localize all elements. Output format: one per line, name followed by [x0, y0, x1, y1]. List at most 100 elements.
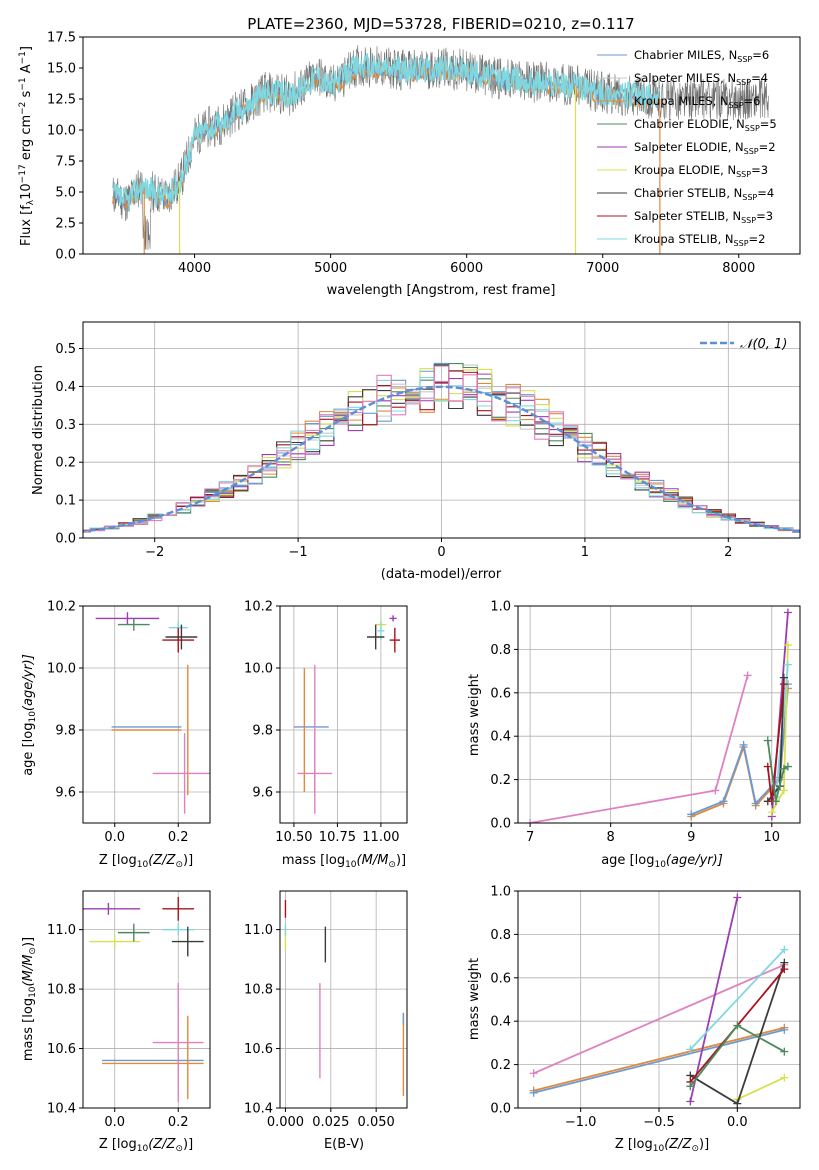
y-tick-label: 10.6 [244, 1042, 273, 1057]
y-tick-label: 0.8 [490, 643, 511, 658]
mass-weight-vs-z-panel: −1.0 −0.5 0.0 0.0 0.2 0.4 0.6 0.8 1.0 [490, 885, 801, 1130]
axes-frame [82, 605, 211, 824]
x-tick-label: 0.2 [168, 830, 189, 845]
series-marker [779, 786, 788, 795]
legend-label: Salpeter ELODIE, NSSP=2 [634, 140, 776, 156]
histogram-series [83, 377, 800, 532]
series-marker [686, 1045, 695, 1054]
histogram-panel: −2 −1 0 1 2 0.0 0.1 0.2 0.3 0.4 0.5 (data-model)/e… [31, 321, 801, 582]
series-marker [780, 965, 789, 974]
histogram-ylabel: Normed distribution [31, 365, 46, 495]
series-marker [733, 893, 742, 902]
plot-area [83, 896, 204, 1103]
legend-name: Kroupa ELODIE, N [634, 163, 736, 177]
legend-name: Salpeter STELIB, N [634, 209, 741, 223]
series-marker [783, 660, 792, 669]
spectrum-series [112, 63, 660, 211]
series-marker [780, 1073, 789, 1082]
series-marker [686, 1097, 695, 1106]
legend-tail: =4 [757, 186, 774, 200]
series-marker [529, 1069, 538, 1078]
legend-tail: =5 [760, 117, 777, 131]
series-line [689, 948, 785, 1051]
plot-area [293, 615, 401, 814]
series-marker [719, 797, 728, 806]
x-tick-label: 10 [764, 830, 781, 845]
series-marker [526, 819, 535, 823]
legend-sub: SSP [742, 193, 757, 202]
legend-name: Chabrier STELIB, N [634, 186, 742, 200]
series-marker [687, 810, 696, 819]
axes-frame [82, 890, 211, 1109]
mw-age-ylabel: mass weight [467, 674, 482, 756]
x-tick-label: 0.0 [104, 1115, 125, 1130]
legend-sub: SSP [745, 124, 760, 133]
legend-label: Kroupa MILES, NSSP=6 [634, 94, 760, 110]
mass-vs-z-panel: 0.0 0.2 10.4 10.6 10.8 11.0 [47, 890, 211, 1130]
y-tick-label: 0.0 [490, 1102, 511, 1117]
y-tick-label: 9.8 [252, 724, 273, 739]
y-tick-label: 10.0 [47, 124, 76, 139]
age-vs-z-panel: 0.0 0.2 9.6 9.8 10.0 10.2 [47, 600, 211, 845]
age-mass-xlabel: mass [log10(M/M⊙)] [282, 853, 406, 870]
series-marker [529, 1088, 538, 1097]
series-marker [783, 641, 792, 650]
x-tick-label: 0.000 [267, 1115, 304, 1130]
legend-sub: SSP [736, 78, 751, 87]
legend-tail: =2 [749, 232, 766, 246]
y-tick-label: 2.5 [55, 217, 76, 232]
plot-area [529, 893, 789, 1108]
y-tick-label: 0.2 [490, 773, 511, 788]
age-z-ylabel: age [log10(age/yr)] [21, 654, 38, 776]
legend-tail: =3 [751, 163, 768, 177]
series-marker [733, 1099, 742, 1108]
x-tick-label: 10.75 [319, 830, 356, 845]
series-marker [751, 799, 760, 808]
y-tick-label: 0.3 [55, 418, 76, 433]
legend-sub: SSP [737, 55, 752, 64]
y-tick-label: 0.8 [490, 928, 511, 943]
legend-sub: SSP [729, 101, 744, 110]
x-tick-label: 8000 [722, 261, 755, 276]
spectrum-panel: 4000 5000 6000 7000 8000 0.0 2.5 5.0 7.5 10.0 12.5… [18, 31, 801, 298]
axes-frame [279, 890, 408, 1109]
x-tick-label: 0.025 [312, 1115, 349, 1130]
y-tick-label: 10.4 [244, 1102, 273, 1117]
spectrum-series [112, 52, 661, 212]
y-tick-label: 9.8 [55, 724, 76, 739]
spectrum-plot-area [112, 44, 769, 254]
x-tick-label: −1 [289, 545, 308, 560]
x-tick-label: 11.00 [362, 830, 399, 845]
mass-z-ylabel: mass [log10(M/M⊙)] [21, 937, 38, 1061]
series-marker [779, 764, 788, 773]
y-tick-label: 10.0 [47, 662, 76, 677]
y-tick-label: 12.5 [47, 93, 76, 108]
y-tick-label: 0.5 [55, 342, 76, 357]
axes-frame [517, 605, 801, 824]
spectrum-xlabel: wavelength [Angstrom, rest frame] [327, 283, 556, 298]
series-marker [711, 786, 720, 795]
series-line [533, 1026, 785, 1092]
x-tick-label: 7000 [586, 261, 619, 276]
y-tick-label: 10.2 [47, 600, 76, 615]
y-tick-label: 0.6 [490, 686, 511, 701]
y-tick-label: 17.5 [47, 31, 76, 46]
y-tick-label: 5.0 [55, 186, 76, 201]
mass-vs-ebv-panel: 0.000 0.025 0.050 10.4 10.6 10.8 11.0 [244, 890, 408, 1130]
series-line [529, 675, 749, 823]
series-marker [743, 671, 752, 680]
y-tick-label: 0.2 [490, 1058, 511, 1073]
x-tick-label: 1 [581, 545, 589, 560]
x-tick-label: 0.050 [358, 1115, 395, 1130]
legend-label: Kroupa ELODIE, NSSP=3 [634, 163, 768, 179]
x-tick-label: −1.0 [565, 1115, 597, 1130]
gaussian-legend-label: 𝒩(0, 1) [740, 337, 787, 352]
x-tick-label: 4000 [178, 261, 211, 276]
histogram-ticks: −2 −1 0 1 2 0.0 0.1 0.2 0.3 0.4 0.5 [55, 342, 732, 560]
legend-sub: SSP [736, 170, 751, 179]
spectrum-frame [82, 36, 801, 255]
y-tick-label: 11.0 [244, 923, 273, 938]
legend-sub: SSP [734, 239, 749, 248]
mass-z-xlabel: Z [log10(Z/Z⊙)] [99, 1137, 193, 1154]
